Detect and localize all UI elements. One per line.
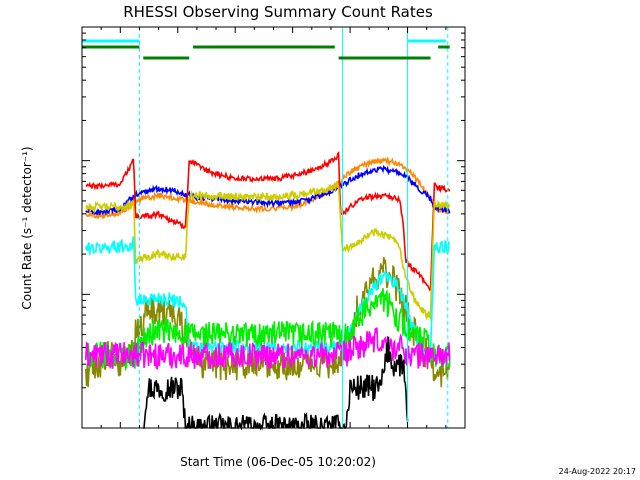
date-stamp: 24-Aug-2022 20:17 bbox=[559, 467, 636, 476]
axes bbox=[82, 26, 466, 429]
series-line-6 bbox=[85, 164, 451, 216]
plot-area bbox=[82, 27, 451, 431]
series-line-4 bbox=[85, 181, 451, 322]
series-line-0 bbox=[143, 336, 409, 431]
series-line-7 bbox=[85, 156, 451, 220]
series-line-5 bbox=[85, 151, 451, 292]
chart-title: RHESSI Observing Summary Count Rates bbox=[123, 3, 433, 21]
series-line-3 bbox=[85, 236, 450, 364]
y-axis-label: Count Rate (s⁻¹ detector⁻¹) bbox=[20, 146, 34, 309]
series-line-2 bbox=[85, 288, 451, 372]
x-axis-label: Start Time (06-Dec-05 10:20:02) bbox=[180, 455, 376, 469]
